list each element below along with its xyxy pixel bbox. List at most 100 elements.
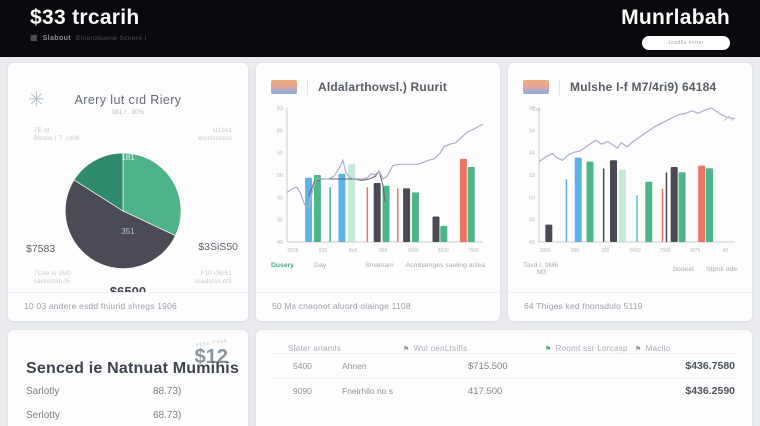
summary-row-label: Sarlotly: [26, 386, 60, 397]
chart-2-title: Mulshe I-f M7/4ri9) 64184: [570, 80, 717, 94]
pie-mini-right: F10 i06/51 ssadstsn.nt3: [194, 271, 232, 285]
svg-text:40: 40: [277, 218, 283, 224]
combo-chart-card-1: Aldalarthowsl.) Ruurit 83 80 60 50 40 40 40 053…: [256, 63, 500, 321]
brand-name: Slabout: [42, 34, 72, 42]
chart-2-note-2: M3: [537, 269, 547, 276]
cell-id: 9090: [293, 386, 312, 396]
cell-name: Ahnen: [342, 361, 367, 371]
table-row[interactable]: 9090 Fnelrhilo no s 417.500 $436.2590: [273, 378, 735, 403]
table-header-cell-sortable[interactable]: ⚑ Wul oenLtsifls: [403, 344, 468, 353]
cell-total: $436.2590: [685, 385, 735, 397]
legend-note-2: Acmbamges saeling aclea: [405, 262, 485, 269]
svg-text:34: 34: [529, 128, 535, 134]
svg-text:959: 959: [379, 248, 388, 254]
table-card: Slater ariamls ⚑ Wul oenLtsifls ⚑ Roomt …: [256, 330, 752, 426]
pie-inner-label-top: 181: [121, 153, 135, 162]
summary-title: Senced ie Natnuat Mumihis: [26, 360, 240, 377]
table-header: Slater ariamls ⚑ Wul oenLtsifls ⚑ Roomt …: [256, 330, 752, 353]
summary-card: ssss,Pssd $12 Senced ie Natnuat Mumihis …: [8, 330, 248, 426]
gradient-swatch-icon: [523, 80, 549, 94]
cell-amount: 417.500: [468, 385, 503, 397]
cards-row: ✳ Arery lut cıd Riery 081 / . 30% 7E ıd …: [0, 57, 760, 321]
header-action-button[interactable]: Josd5s svrtsr: [642, 36, 730, 50]
svg-text:8e5: 8e5: [349, 248, 358, 254]
svg-text:0000: 0000: [408, 248, 419, 254]
pie-card-subtitle: 081 / . 30%: [111, 109, 145, 116]
combo-chart-2: 06 34 34 33 60 40 45 1800 900 300 0000 7500 M79 40: [529, 106, 736, 254]
table-header-cell-sortable[interactable]: ⚑ Roomt ssr Lorcasp: [545, 344, 628, 353]
svg-text:3590: 3590: [438, 248, 449, 254]
svg-text:40: 40: [277, 195, 283, 201]
page-title: $33 trcarih: [30, 6, 140, 29]
svg-text:7500: 7500: [660, 248, 671, 254]
chart-2-note-4: Stprdi ode: [706, 265, 737, 273]
pie-inner-label-mid: 351: [121, 227, 135, 236]
pie-value-left: $7583: [26, 243, 56, 255]
svg-text:7500: 7500: [468, 248, 479, 254]
summary-row-value: 68.73): [153, 410, 182, 421]
combo-chart-1: 83 80 60 50 40 40 40 0536 915 8e5 959 0000 3590 7500: [277, 106, 484, 254]
cell-name: Fnelrhilo no s: [342, 386, 394, 396]
pie-mini-left: 7Coe is 1M0 saresstsn.t5: [34, 271, 71, 285]
pie-card-footer: 10 03 andere esdd fniurid shregs 1906: [8, 292, 248, 321]
table-header-cell-sortable[interactable]: ⚑ Maclio: [635, 344, 671, 353]
combo-chart-card-2: Mulshe I-f M7/4ri9) 64184 Cor 06 34 34 33 60…: [508, 63, 752, 321]
svg-text:45: 45: [529, 240, 535, 246]
pie-chart: [64, 152, 182, 269]
svg-text:M79: M79: [690, 248, 700, 254]
pie-right-note: U1os1 wısrtorocos: [198, 128, 232, 142]
cell-total: $436.7580: [685, 360, 735, 372]
pie-left-note: 7E ıd Bostıe / 7 .ro06: [34, 128, 80, 142]
svg-text:06: 06: [529, 106, 535, 112]
svg-text:50: 50: [277, 173, 283, 179]
legend-item-day[interactable]: Day: [314, 262, 327, 269]
chart-1-footer: 50 Ms cnaonot aluord olainge 1108: [256, 292, 500, 321]
chart-1-title: Aldalarthowsl.) Ruurit: [318, 80, 448, 94]
svg-text:40: 40: [277, 240, 283, 246]
header-right: Munrlabah Josd5s svrtsr: [621, 6, 730, 57]
chart-2-note-3: Sooeet: [672, 265, 695, 273]
asterisk-icon: ✳: [28, 89, 45, 111]
pie-value-right: $3SiS50: [198, 241, 238, 253]
chart-2-corner-label: Cor: [532, 107, 541, 113]
brand-tagline: Einerobuene Scnere I: [76, 34, 147, 42]
svg-text:1800: 1800: [539, 248, 550, 254]
chart-2-footer: 64 Thiges ked fnonsdulo 5119: [508, 292, 752, 321]
cell-amount: $715.500: [468, 360, 508, 372]
header-left: $33 trcarih ▦ Slabout Einerobuene Scnere…: [30, 6, 147, 57]
flag-icon-green: ⚑: [545, 345, 552, 353]
svg-text:60: 60: [529, 195, 535, 201]
summary-row-label: Serlotty: [26, 410, 60, 421]
svg-text:60: 60: [277, 151, 283, 157]
chart-2-note-1: Tavd /, 9M6: [523, 262, 559, 269]
table-row[interactable]: 5400 Ahnen $715.500 $436.7580: [273, 353, 735, 378]
cell-id: 5400: [293, 361, 312, 371]
account-title: Munrlabah: [621, 6, 730, 29]
svg-text:80: 80: [277, 128, 283, 134]
legend-item-dusery[interactable]: Dusery: [271, 262, 295, 269]
table-header-cell: Slater ariamls: [288, 344, 342, 353]
legend-note-1: Smatsam: [364, 262, 394, 269]
gradient-swatch-icon: [271, 80, 297, 94]
chart-1-legend: Dusery Day Smatsam Acmbamges saeling acl…: [271, 262, 485, 269]
summary-row-value: 88.73): [153, 386, 182, 397]
app-header: $33 trcarih ▦ Slabout Einerobuene Scnere…: [0, 0, 760, 57]
flag-icon: ⚑: [403, 345, 410, 353]
flag-icon: ⚑: [635, 345, 642, 353]
chart-2-legend: Tavd /, 9M6 M3 Sooeet Stprdi ode: [523, 262, 737, 276]
svg-text:40: 40: [529, 218, 535, 224]
svg-text:0000: 0000: [630, 248, 641, 254]
svg-text:34: 34: [529, 151, 535, 157]
svg-text:0536: 0536: [287, 248, 298, 254]
svg-text:900: 900: [571, 248, 580, 254]
svg-text:33: 33: [529, 173, 535, 179]
brand-logo-icon: ▦: [30, 33, 38, 42]
divider: [307, 79, 308, 95]
svg-text:915: 915: [319, 248, 328, 254]
svg-text:300: 300: [601, 248, 610, 254]
bottom-row: ssss,Pssd $12 Senced ie Natnuat Mumihis …: [0, 321, 760, 426]
divider: [559, 79, 560, 95]
svg-text:40: 40: [723, 248, 729, 254]
svg-text:83: 83: [277, 106, 283, 112]
pie-summary-card: ✳ Arery lut cıd Riery 081 / . 30% 7E ıd …: [8, 63, 248, 321]
